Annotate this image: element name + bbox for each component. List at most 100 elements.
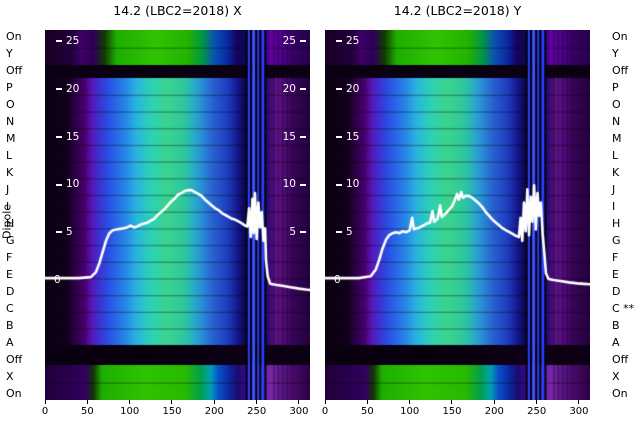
x-axis-tick-label: 300	[569, 406, 589, 417]
row-label: B	[6, 319, 14, 332]
y-tick-value: 25	[346, 34, 360, 47]
y-tick-value: 10	[346, 178, 360, 191]
row-label: I	[612, 200, 616, 213]
y-tick-mark	[56, 40, 62, 43]
row-label: P	[6, 81, 13, 94]
x-axis-tick	[298, 400, 300, 404]
row-label: H	[6, 217, 15, 230]
x-axis-tick-label: 150	[162, 406, 182, 417]
row-label: D	[6, 285, 15, 298]
row-label: Y	[6, 47, 13, 60]
row-label: E	[612, 268, 619, 281]
row-label: O	[6, 98, 15, 111]
x-axis-tick-label: 150	[442, 406, 462, 417]
row-label: B	[612, 319, 620, 332]
x-axis-tick	[536, 400, 538, 404]
x-axis-tick-label: 50	[80, 406, 94, 417]
y-axis-tick-label-left: 10	[56, 179, 79, 190]
x-axis-tick-label: 50	[360, 406, 374, 417]
y-axis-zero-label: 0	[334, 273, 341, 286]
x-axis-tick-label: 200	[204, 406, 224, 417]
y-axis-tick-label-left: 20	[336, 84, 359, 95]
x-axis-tick	[578, 400, 580, 404]
x-axis-tick	[324, 400, 326, 404]
y-tick-mark	[336, 231, 342, 234]
x-axis-tick	[256, 400, 258, 404]
y-tick-mark	[56, 183, 62, 186]
y-axis-tick-label-right: 20	[272, 84, 306, 95]
y-tick-mark	[56, 231, 62, 234]
row-label: G	[612, 234, 621, 247]
x-axis-tick	[366, 400, 368, 404]
heatmap-canvas-x	[45, 30, 310, 400]
row-label: F	[612, 251, 619, 264]
row-label: X	[6, 370, 14, 383]
x-axis-tick	[129, 400, 131, 404]
y-tick-mark	[300, 183, 306, 186]
y-axis-tick-label-left: 5	[56, 227, 73, 238]
row-label: M	[612, 132, 622, 145]
y-tick-value: 20	[282, 82, 296, 95]
row-label: Off	[6, 64, 23, 77]
y-axis-tick-label-left: 15	[336, 132, 359, 143]
row-label: Off	[6, 353, 23, 366]
y-axis-tick-label-right: 15	[272, 132, 306, 143]
row-label: G	[6, 234, 15, 247]
row-label: N	[6, 115, 15, 128]
y-tick-value: 5	[289, 226, 296, 239]
y-tick-value: 5	[66, 226, 73, 239]
row-label: On	[6, 387, 22, 400]
x-axis-tick-label: 250	[527, 406, 547, 417]
y-tick-value: 20	[346, 82, 360, 95]
heatmap-panel-x	[45, 30, 310, 400]
row-label: A	[612, 336, 620, 349]
heatmap-panel-y	[325, 30, 590, 400]
x-axis-tick-label: 100	[120, 406, 140, 417]
y-tick-value: 10	[282, 178, 296, 191]
heatmap-canvas-y	[325, 30, 590, 400]
x-axis-tick	[409, 400, 411, 404]
y-tick-value: 10	[66, 178, 80, 191]
y-axis-tick-label-right: 10	[272, 179, 306, 190]
panel-title-x: 14.2 (LBC2=2018) X	[113, 3, 242, 18]
row-label: M	[6, 132, 16, 145]
y-tick-mark	[336, 183, 342, 186]
y-tick-mark	[56, 135, 62, 138]
row-label: On	[6, 30, 22, 43]
y-tick-value: 25	[66, 34, 80, 47]
row-labels-right: On Y Off P O N M L K J I H G F E D C ** B A Off X On	[612, 31, 640, 399]
y-axis-tick-label-right: 5	[272, 227, 306, 238]
y-tick-value: 15	[346, 130, 360, 143]
row-label: L	[612, 149, 619, 162]
y-axis-zero-label: 0	[54, 273, 61, 286]
row-label: Off	[612, 353, 629, 366]
row-label: A	[6, 336, 14, 349]
row-label: Off	[612, 64, 629, 77]
row-label: D	[612, 285, 621, 298]
x-axis-tick-label: 0	[321, 406, 329, 417]
y-tick-value: 25	[282, 34, 296, 47]
x-axis-tick	[493, 400, 495, 404]
y-axis-tick-label-left: 15	[56, 132, 79, 143]
y-tick-value: 15	[66, 130, 80, 143]
y-tick-mark	[336, 135, 342, 138]
row-label: F	[6, 251, 13, 264]
x-axis-tick	[451, 400, 453, 404]
x-axis-tick	[86, 400, 88, 404]
row-label: E	[6, 268, 13, 281]
y-tick-value: 20	[66, 82, 80, 95]
row-label: Y	[612, 47, 619, 60]
row-label: K	[612, 166, 620, 179]
x-axis-tick-label: 200	[484, 406, 504, 417]
row-label: L	[6, 149, 13, 162]
x-axis-tick	[44, 400, 46, 404]
x-axis-tick	[171, 400, 173, 404]
row-label: P	[612, 81, 619, 94]
y-axis-tick-label-left: 5	[336, 227, 353, 238]
x-axis-tick	[213, 400, 215, 404]
y-axis-tick-label-left: 25	[336, 36, 359, 47]
row-label: C	[6, 302, 14, 315]
y-axis-tick-label-left: 10	[336, 179, 359, 190]
row-label: K	[6, 166, 14, 179]
